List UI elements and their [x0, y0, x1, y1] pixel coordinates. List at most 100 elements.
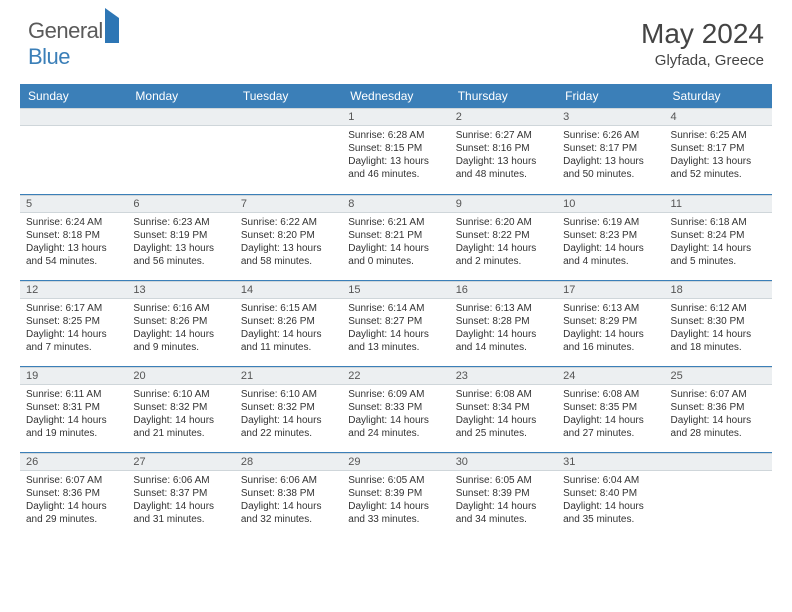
- day-number: 27: [127, 453, 234, 471]
- sunrise-line: Sunrise: 6:13 AM: [456, 302, 551, 315]
- daylight-line: Daylight: 14 hours and 24 minutes.: [348, 414, 443, 440]
- day-details: Sunrise: 6:20 AMSunset: 8:22 PMDaylight:…: [450, 213, 557, 272]
- sunset-line: Sunset: 8:25 PM: [26, 315, 121, 328]
- day-details: Sunrise: 6:08 AMSunset: 8:34 PMDaylight:…: [450, 385, 557, 444]
- day-number: 5: [20, 195, 127, 213]
- calendar-table: SundayMondayTuesdayWednesdayThursdayFrid…: [20, 84, 772, 538]
- sunrise-line: Sunrise: 6:07 AM: [671, 388, 766, 401]
- calendar-cell: 15Sunrise: 6:14 AMSunset: 8:27 PMDayligh…: [342, 280, 449, 366]
- sunrise-line: Sunrise: 6:20 AM: [456, 216, 551, 229]
- day-number: 28: [235, 453, 342, 471]
- daylight-line: Daylight: 14 hours and 7 minutes.: [26, 328, 121, 354]
- day-details: Sunrise: 6:27 AMSunset: 8:16 PMDaylight:…: [450, 126, 557, 185]
- calendar-cell: 22Sunrise: 6:09 AMSunset: 8:33 PMDayligh…: [342, 366, 449, 452]
- daylight-line: Daylight: 14 hours and 18 minutes.: [671, 328, 766, 354]
- daylight-line: Daylight: 14 hours and 4 minutes.: [563, 242, 658, 268]
- calendar-cell: 2Sunrise: 6:27 AMSunset: 8:16 PMDaylight…: [450, 108, 557, 194]
- day-details: Sunrise: 6:13 AMSunset: 8:28 PMDaylight:…: [450, 299, 557, 358]
- sunrise-line: Sunrise: 6:07 AM: [26, 474, 121, 487]
- day-number: 29: [342, 453, 449, 471]
- sunrise-line: Sunrise: 6:16 AM: [133, 302, 228, 315]
- calendar-cell: [20, 108, 127, 194]
- sunrise-line: Sunrise: 6:08 AM: [563, 388, 658, 401]
- day-details: Sunrise: 6:19 AMSunset: 8:23 PMDaylight:…: [557, 213, 664, 272]
- weekday-header: Saturday: [665, 84, 772, 108]
- day-details: Sunrise: 6:26 AMSunset: 8:17 PMDaylight:…: [557, 126, 664, 185]
- day-number: 31: [557, 453, 664, 471]
- daylight-line: Daylight: 13 hours and 52 minutes.: [671, 155, 766, 181]
- daylight-line: Daylight: 13 hours and 50 minutes.: [563, 155, 658, 181]
- sunrise-line: Sunrise: 6:09 AM: [348, 388, 443, 401]
- calendar-cell: [235, 108, 342, 194]
- logo-text-general: General: [28, 18, 103, 43]
- daylight-line: Daylight: 13 hours and 56 minutes.: [133, 242, 228, 268]
- daylight-line: Daylight: 14 hours and 2 minutes.: [456, 242, 551, 268]
- day-number: 13: [127, 281, 234, 299]
- daylight-line: Daylight: 14 hours and 34 minutes.: [456, 500, 551, 526]
- calendar-cell: 27Sunrise: 6:06 AMSunset: 8:37 PMDayligh…: [127, 452, 234, 538]
- day-details: Sunrise: 6:18 AMSunset: 8:24 PMDaylight:…: [665, 213, 772, 272]
- calendar-cell: 31Sunrise: 6:04 AMSunset: 8:40 PMDayligh…: [557, 452, 664, 538]
- daylight-line: Daylight: 14 hours and 28 minutes.: [671, 414, 766, 440]
- sunrise-line: Sunrise: 6:19 AM: [563, 216, 658, 229]
- sunset-line: Sunset: 8:17 PM: [563, 142, 658, 155]
- daylight-line: Daylight: 13 hours and 48 minutes.: [456, 155, 551, 181]
- day-number: 30: [450, 453, 557, 471]
- daylight-line: Daylight: 13 hours and 46 minutes.: [348, 155, 443, 181]
- day-details: Sunrise: 6:10 AMSunset: 8:32 PMDaylight:…: [127, 385, 234, 444]
- day-details: Sunrise: 6:16 AMSunset: 8:26 PMDaylight:…: [127, 299, 234, 358]
- daylight-line: Daylight: 14 hours and 29 minutes.: [26, 500, 121, 526]
- day-number: 21: [235, 367, 342, 385]
- day-number: 19: [20, 367, 127, 385]
- sunset-line: Sunset: 8:28 PM: [456, 315, 551, 328]
- calendar-cell: 4Sunrise: 6:25 AMSunset: 8:17 PMDaylight…: [665, 108, 772, 194]
- day-details: Sunrise: 6:12 AMSunset: 8:30 PMDaylight:…: [665, 299, 772, 358]
- sunrise-line: Sunrise: 6:06 AM: [241, 474, 336, 487]
- sunset-line: Sunset: 8:39 PM: [456, 487, 551, 500]
- day-number: 10: [557, 195, 664, 213]
- day-details: Sunrise: 6:10 AMSunset: 8:32 PMDaylight:…: [235, 385, 342, 444]
- daylight-line: Daylight: 14 hours and 13 minutes.: [348, 328, 443, 354]
- sunrise-line: Sunrise: 6:04 AM: [563, 474, 658, 487]
- sunrise-line: Sunrise: 6:24 AM: [26, 216, 121, 229]
- sunset-line: Sunset: 8:31 PM: [26, 401, 121, 414]
- calendar-cell: 5Sunrise: 6:24 AMSunset: 8:18 PMDaylight…: [20, 194, 127, 280]
- sunrise-line: Sunrise: 6:26 AM: [563, 129, 658, 142]
- calendar-cell: 28Sunrise: 6:06 AMSunset: 8:38 PMDayligh…: [235, 452, 342, 538]
- sunrise-line: Sunrise: 6:21 AM: [348, 216, 443, 229]
- day-number: 17: [557, 281, 664, 299]
- calendar-cell: 24Sunrise: 6:08 AMSunset: 8:35 PMDayligh…: [557, 366, 664, 452]
- daylight-line: Daylight: 14 hours and 11 minutes.: [241, 328, 336, 354]
- daylight-line: Daylight: 14 hours and 33 minutes.: [348, 500, 443, 526]
- sunset-line: Sunset: 8:29 PM: [563, 315, 658, 328]
- sunset-line: Sunset: 8:21 PM: [348, 229, 443, 242]
- day-number: 8: [342, 195, 449, 213]
- day-details: Sunrise: 6:22 AMSunset: 8:20 PMDaylight:…: [235, 213, 342, 272]
- sunset-line: Sunset: 8:34 PM: [456, 401, 551, 414]
- sunset-line: Sunset: 8:33 PM: [348, 401, 443, 414]
- day-details: Sunrise: 6:23 AMSunset: 8:19 PMDaylight:…: [127, 213, 234, 272]
- calendar-head: SundayMondayTuesdayWednesdayThursdayFrid…: [20, 84, 772, 108]
- sunrise-line: Sunrise: 6:22 AM: [241, 216, 336, 229]
- day-details: Sunrise: 6:08 AMSunset: 8:35 PMDaylight:…: [557, 385, 664, 444]
- sunset-line: Sunset: 8:37 PM: [133, 487, 228, 500]
- sunrise-line: Sunrise: 6:28 AM: [348, 129, 443, 142]
- day-number: 24: [557, 367, 664, 385]
- day-details: Sunrise: 6:25 AMSunset: 8:17 PMDaylight:…: [665, 126, 772, 185]
- calendar-cell: 1Sunrise: 6:28 AMSunset: 8:15 PMDaylight…: [342, 108, 449, 194]
- calendar-cell: 17Sunrise: 6:13 AMSunset: 8:29 PMDayligh…: [557, 280, 664, 366]
- calendar-cell: 20Sunrise: 6:10 AMSunset: 8:32 PMDayligh…: [127, 366, 234, 452]
- day-number: 9: [450, 195, 557, 213]
- sunset-line: Sunset: 8:39 PM: [348, 487, 443, 500]
- sunset-line: Sunset: 8:30 PM: [671, 315, 766, 328]
- day-number: 4: [665, 108, 772, 126]
- sunset-line: Sunset: 8:23 PM: [563, 229, 658, 242]
- calendar-cell: 18Sunrise: 6:12 AMSunset: 8:30 PMDayligh…: [665, 280, 772, 366]
- sunset-line: Sunset: 8:18 PM: [26, 229, 121, 242]
- day-details: Sunrise: 6:06 AMSunset: 8:38 PMDaylight:…: [235, 471, 342, 530]
- calendar-cell: 21Sunrise: 6:10 AMSunset: 8:32 PMDayligh…: [235, 366, 342, 452]
- sunrise-line: Sunrise: 6:27 AM: [456, 129, 551, 142]
- sunset-line: Sunset: 8:24 PM: [671, 229, 766, 242]
- sunset-line: Sunset: 8:40 PM: [563, 487, 658, 500]
- weekday-header: Thursday: [450, 84, 557, 108]
